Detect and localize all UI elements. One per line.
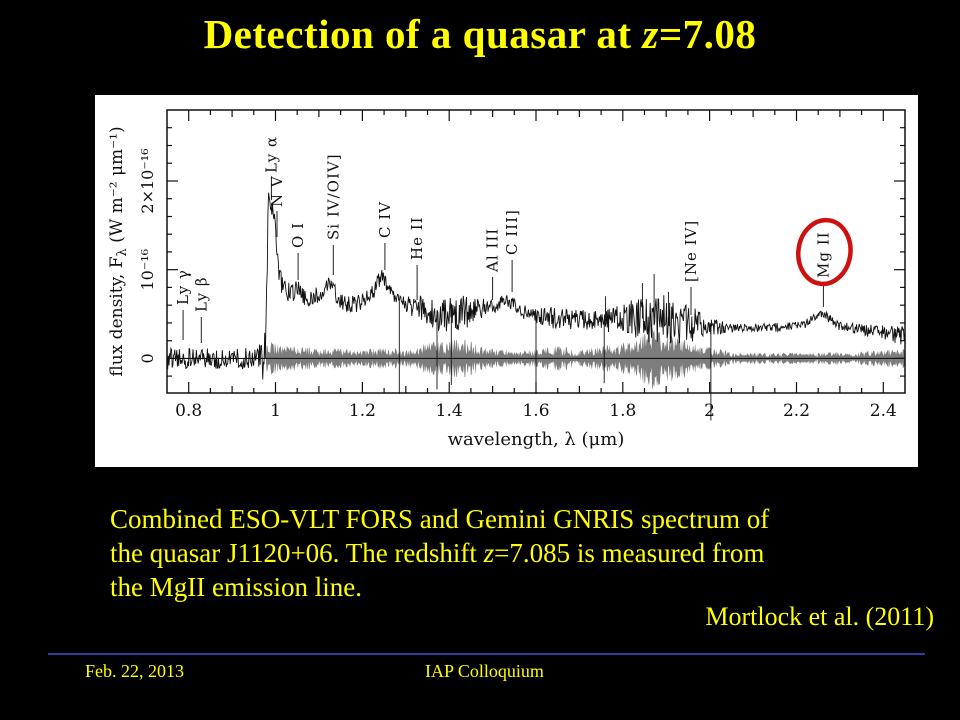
title-redshift-value: =7.08 [658, 11, 757, 57]
caption-line-2: the quasar J1120+06. The redshift z=7.08… [110, 536, 870, 570]
svg-text:N V: N V [268, 175, 286, 207]
footer-date: Feb. 22, 2013 [85, 661, 184, 681]
svg-text:Ly γ: Ly γ [174, 269, 192, 305]
slide-title: Detection of a quasar at z=7.08 [0, 10, 960, 58]
svg-text:1: 1 [270, 401, 281, 421]
svg-text:flux density, Fλ (W m⁻² μm: flux density, Fλ (W m⁻² μm⁻¹) [107, 126, 130, 376]
svg-text:Si IV/OIV]: Si IV/OIV] [324, 153, 342, 240]
svg-text:2.4: 2.4 [870, 401, 897, 421]
svg-text:Mg II: Mg II [814, 231, 832, 278]
footer-divider [48, 653, 925, 655]
svg-text:0.8: 0.8 [175, 401, 202, 421]
footer-event: IAP Colloquium [425, 661, 544, 681]
svg-text:He II: He II [408, 216, 426, 260]
svg-text:Ly α: Ly α [262, 136, 280, 173]
svg-text:Ly β: Ly β [192, 276, 210, 312]
caption-line-1: Combined ESO-VLT FORS and Gemini GNRIS s… [110, 502, 870, 536]
attribution: Mortlock et al. (2011) [705, 602, 934, 631]
title-text: Detection of a quasar at [203, 11, 643, 57]
svg-text:2.2: 2.2 [783, 401, 810, 421]
svg-text:1.2: 1.2 [349, 401, 376, 421]
svg-text:2×10⁻¹⁶: 2×10⁻¹⁶ [138, 148, 157, 213]
caption-text: =7.085 is measured from [494, 538, 765, 568]
svg-text:wavelength, λ (μm): wavelength, λ (μm) [448, 429, 625, 450]
svg-text:C III]: C III] [503, 209, 521, 255]
caption-z-italic: z [483, 538, 495, 568]
svg-text:Al III: Al III [484, 228, 502, 273]
caption-text: the quasar J1120+06. The redshift [110, 538, 484, 568]
svg-text:O I: O I [289, 222, 307, 248]
svg-text:1.6: 1.6 [522, 401, 549, 421]
spectrum-plot: Ly γ Ly β Ly α N VO I Si IV/OIV] C IV He II Al … [107, 109, 906, 450]
figure-caption: Combined ESO-VLT FORS and Gemini GNRIS s… [110, 502, 870, 604]
title-z-italic: z [642, 11, 659, 57]
caption-line-3: the MgII emission line. [110, 570, 870, 604]
svg-text:1.4: 1.4 [436, 401, 463, 421]
svg-text:2: 2 [704, 401, 715, 421]
svg-text:1.8: 1.8 [609, 401, 636, 421]
svg-text:10⁻¹⁶: 10⁻¹⁶ [138, 249, 157, 291]
caption-text: Combined ESO-VLT FORS and Gemini GNRIS s… [110, 504, 770, 534]
caption-text: the MgII emission line. [110, 572, 362, 602]
svg-text:0: 0 [138, 353, 157, 363]
svg-text:C IV: C IV [376, 201, 394, 238]
svg-text:[Ne IV]: [Ne IV] [682, 220, 700, 282]
